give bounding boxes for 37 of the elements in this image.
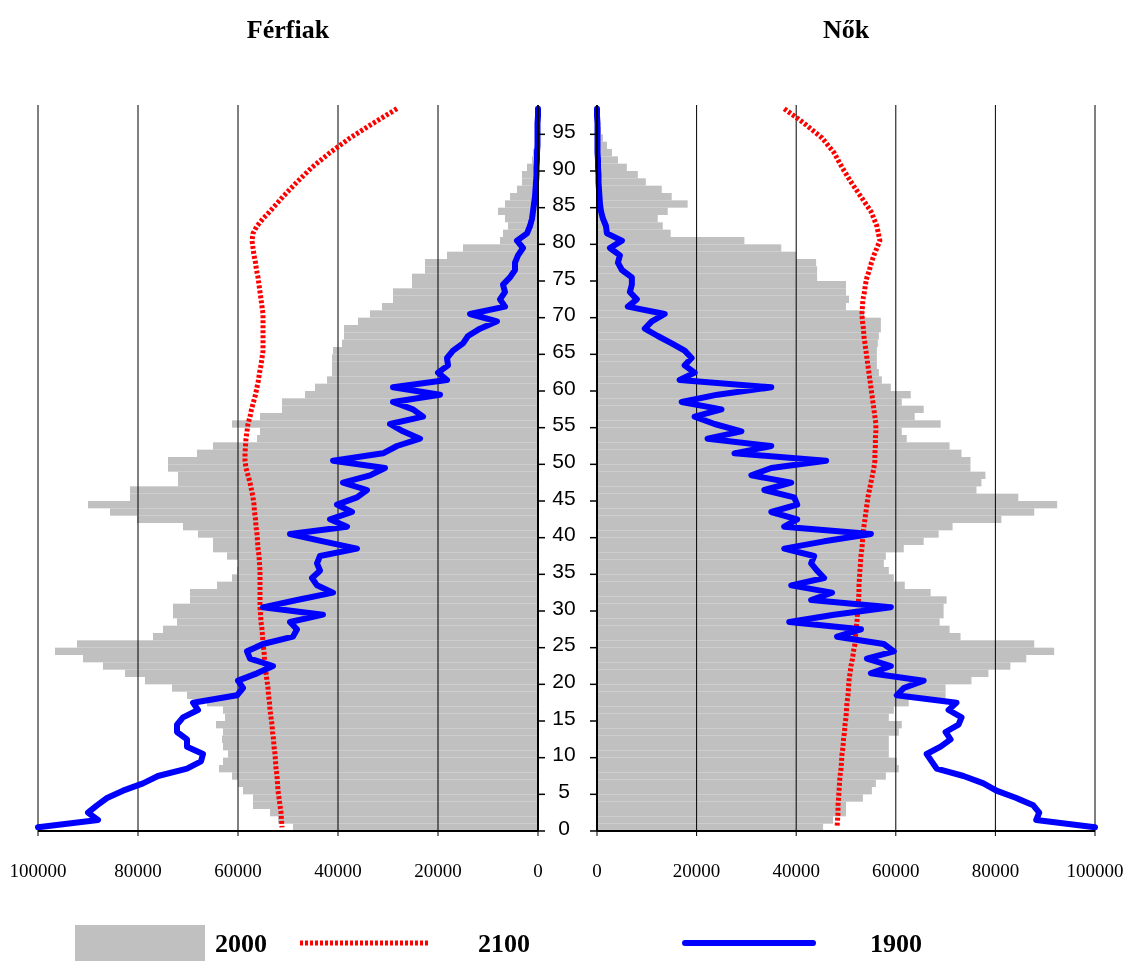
y-tick-label: 70 [552, 302, 576, 326]
legend-label: 2000 [215, 929, 267, 959]
y-tick-label: 60 [552, 375, 576, 399]
y-tick-label: 90 [552, 155, 576, 179]
y-tick-label: 75 [552, 265, 576, 289]
y-tick-label: 30 [552, 595, 576, 619]
y-tick-label: 15 [552, 705, 576, 729]
x-tick-label: 60000 [872, 859, 920, 881]
x-tick-label: 40000 [314, 859, 362, 881]
y-tick-label: 25 [552, 632, 576, 656]
x-tick-label: 20000 [414, 859, 462, 881]
x-tick-label: 80000 [971, 859, 1020, 881]
x-tick-label: 80000 [114, 859, 162, 881]
y-tick-label: 85 [552, 192, 576, 216]
y-tick-label: 95 [552, 119, 576, 143]
y-tick-label: 35 [552, 559, 576, 583]
chart-title: Nők [822, 15, 870, 44]
x-tick-label: 60000 [214, 859, 262, 881]
y-tick-label: 5 [558, 779, 570, 803]
y-tick-label: 20 [552, 669, 576, 693]
x-tick-label: 0 [592, 859, 602, 881]
y-tick-label: 0 [558, 815, 570, 839]
chart-title: Férfiak [246, 15, 330, 44]
x-tick-label: 20000 [672, 859, 721, 881]
y-tick-label: 80 [552, 229, 576, 253]
x-tick-label: 40000 [772, 859, 820, 881]
legend-label: 2100 [478, 929, 530, 959]
y-tick-label: 45 [552, 485, 576, 509]
legend-label: 1900 [870, 929, 922, 959]
y-tick-label: 65 [552, 339, 576, 363]
x-tick-label: 100000 [1066, 859, 1124, 881]
x-tick-label: 100000 [9, 859, 67, 881]
y-tick-label: 50 [552, 449, 576, 473]
x-tick-label: 0 [533, 859, 543, 881]
y-tick-label: 40 [552, 522, 576, 546]
y-tick-label: 55 [552, 412, 576, 436]
y-tick-label: 10 [552, 742, 576, 766]
